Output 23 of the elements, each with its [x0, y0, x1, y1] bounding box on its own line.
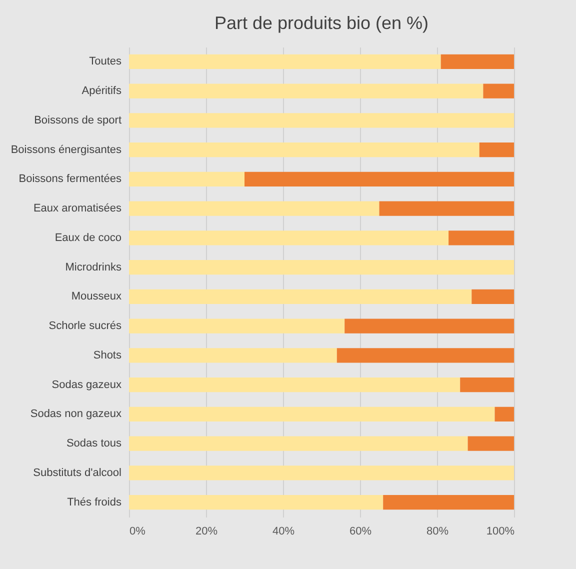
x-tick-label: 0% — [130, 526, 146, 538]
y-tick-label: Substituts d'alcool — [33, 466, 122, 479]
y-tick-label: Shots — [93, 349, 122, 362]
y-tick-label: Mousseux — [71, 290, 122, 303]
y-tick-label: Sodas non gazeux — [30, 408, 122, 420]
x-tick-label: 40% — [272, 526, 295, 538]
y-tick-label: Eaux de coco — [54, 232, 122, 244]
y-tick-label: Apéritifs — [82, 85, 122, 98]
y-tick-label: Sodas gazeux — [52, 378, 122, 391]
x-tick-label: 80% — [426, 526, 449, 538]
y-tick-label: Microdrinks — [65, 261, 122, 274]
y-tick-label: Eaux aromatisées — [33, 202, 122, 215]
x-tick-label: 60% — [349, 526, 372, 538]
y-tick-label: Schorle sucrés — [48, 320, 122, 332]
y-tick-label: Boissons énergisantes — [10, 144, 122, 156]
y-tick-label: Sodas tous — [66, 438, 122, 450]
y-tick-label: Thés froids — [67, 496, 122, 508]
x-tick-label: 100% — [486, 526, 515, 538]
y-tick-label: Boissons de sport — [34, 114, 122, 126]
y-tick-label: Boissons fermentées — [18, 173, 122, 186]
y-tick-label: Toutes — [89, 56, 122, 68]
x-tick-label: 20% — [195, 526, 218, 538]
chart-title: Part de produits bio (en %) — [214, 13, 429, 33]
